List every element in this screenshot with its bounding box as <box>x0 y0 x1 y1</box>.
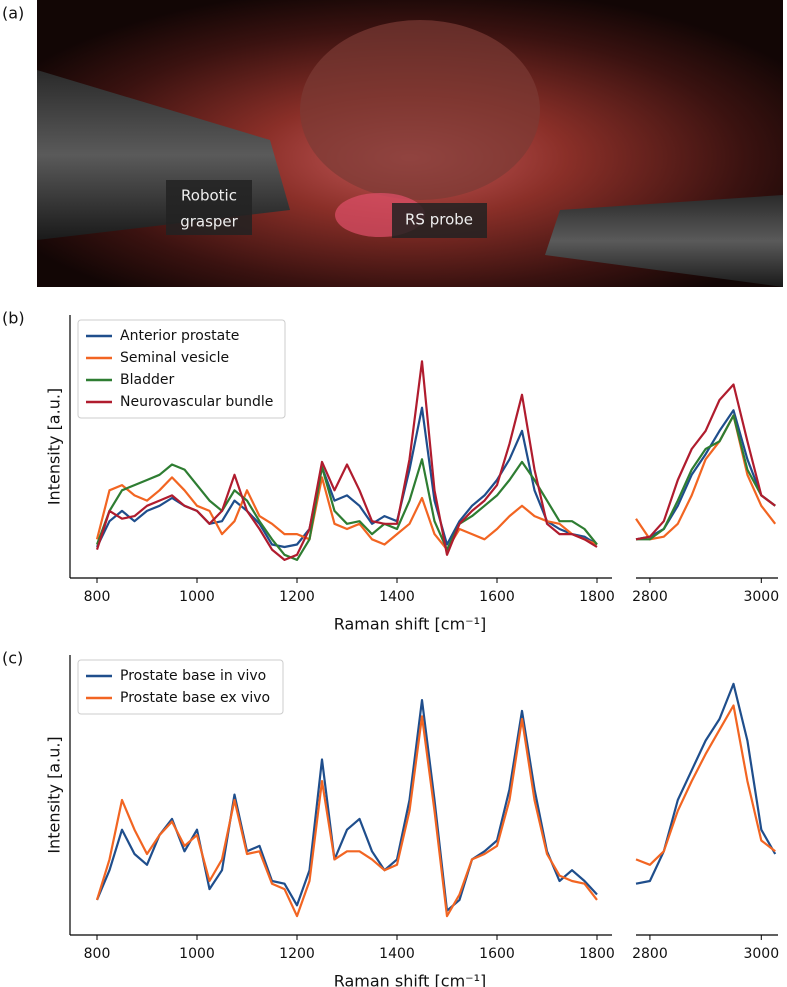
series-line <box>636 414 776 541</box>
series-line <box>95 476 598 551</box>
series-line <box>95 715 598 918</box>
x-tick-label: 1000 <box>179 946 215 962</box>
series-line <box>95 458 598 561</box>
x-tick-label: 2800 <box>632 589 668 605</box>
probe-label-box <box>392 203 487 238</box>
x-tick-label: 1800 <box>579 946 615 962</box>
series-line <box>635 383 776 541</box>
probe-label: RS probe <box>405 211 473 229</box>
x-tick-label: 1600 <box>479 946 515 962</box>
y-axis-label: Intensity [a.u.] <box>45 736 64 853</box>
photo-probe <box>545 195 783 287</box>
grasper-label-box <box>166 180 252 235</box>
legend-label: Anterior prostate <box>120 328 239 344</box>
panel-label: (a) <box>2 4 24 23</box>
series-line <box>635 682 777 885</box>
x-tick-label: 1800 <box>579 589 615 605</box>
x-tick-label: 1200 <box>279 589 315 605</box>
panel-label: (b) <box>2 309 25 328</box>
x-tick-label: 1400 <box>379 946 415 962</box>
x-tick-label: 1200 <box>279 946 315 962</box>
x-tick-label: 800 <box>84 946 111 962</box>
series-line <box>635 704 776 866</box>
x-tick-label: 3000 <box>743 589 779 605</box>
legend-label: Seminal vesicle <box>120 350 229 366</box>
grasper-label: grasper <box>180 213 238 231</box>
x-tick-label: 1400 <box>379 589 415 605</box>
x-tick-label: 3000 <box>743 946 779 962</box>
series-line <box>95 699 598 912</box>
legend-label: Prostate base ex vivo <box>120 690 270 706</box>
legend-label: Bladder <box>120 372 174 388</box>
legend-box <box>77 659 284 715</box>
photo-tissue <box>300 20 540 200</box>
x-tick-label: 1000 <box>179 589 215 605</box>
x-tick-label: 1600 <box>479 589 515 605</box>
legend-label: Prostate base in vivo <box>120 668 266 684</box>
y-axis-label: Intensity [a.u.] <box>45 388 64 505</box>
x-axis-label: Raman shift [cm⁻¹] <box>334 972 487 987</box>
photo: Robotic grasper RS probe <box>37 0 783 287</box>
x-tick-label: 800 <box>84 589 111 605</box>
x-axis-label: Raman shift [cm⁻¹] <box>334 615 487 634</box>
grasper-label: Robotic <box>181 187 237 205</box>
x-tick-label: 2800 <box>632 946 668 962</box>
legend-box <box>77 319 286 419</box>
legend-label: Neurovascular bundle <box>120 394 273 410</box>
series-line <box>635 414 777 541</box>
series-line <box>95 360 598 561</box>
panel-label: (c) <box>2 649 23 668</box>
